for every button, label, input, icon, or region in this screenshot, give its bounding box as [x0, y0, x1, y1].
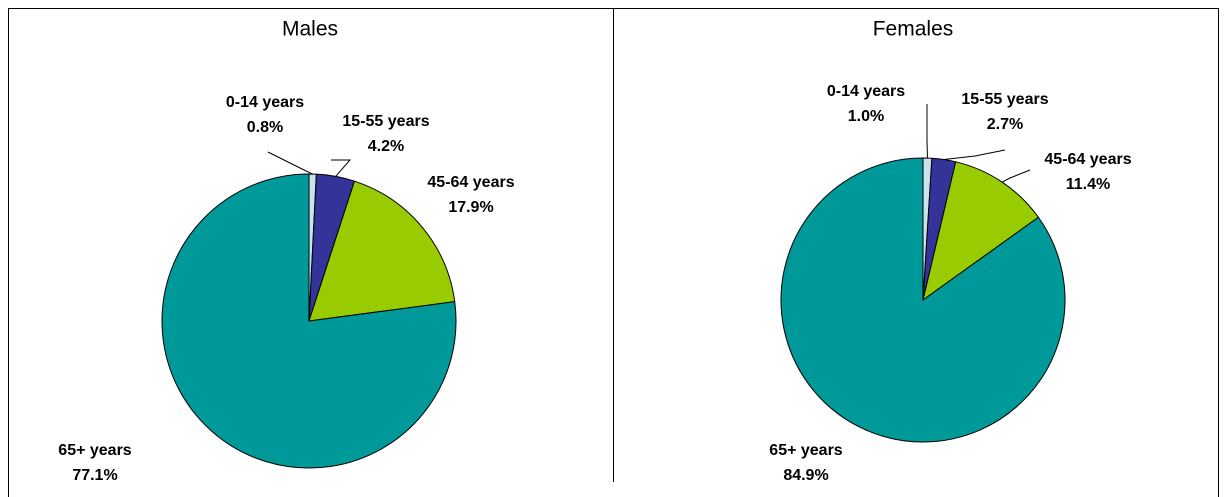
category-label: 45-64 years	[1044, 151, 1131, 168]
category-label: 65+ years	[769, 442, 843, 459]
category-label: 15-55 years	[961, 91, 1048, 108]
value-label: 2.7%	[987, 116, 1023, 133]
leader-line	[943, 149, 1006, 161]
pie-slice	[922, 161, 1040, 302]
category-label: 0-14 years	[226, 94, 304, 111]
value-label: 77.1%	[72, 467, 117, 484]
category-label: 15-55 years	[342, 113, 429, 130]
value-label: 4.2%	[368, 138, 404, 155]
pie-slice	[161, 173, 457, 469]
chart-title: Females	[873, 18, 954, 41]
value-label: 17.9%	[448, 199, 493, 216]
pie-slice	[308, 180, 456, 322]
category-label: 0-14 years	[827, 83, 905, 100]
value-label: 1.0%	[848, 108, 884, 125]
value-label: 84.9%	[783, 467, 828, 484]
category-label: 65+ years	[58, 442, 132, 459]
leader-line	[1001, 169, 1031, 183]
value-label: 0.8%	[247, 119, 283, 136]
leader-line	[331, 159, 352, 177]
category-label: 45-64 years	[427, 174, 514, 191]
leader-line	[267, 151, 313, 175]
value-label: 11.4%	[1066, 176, 1110, 193]
pie-slice	[780, 157, 1066, 443]
chart-title: Males	[282, 18, 338, 41]
